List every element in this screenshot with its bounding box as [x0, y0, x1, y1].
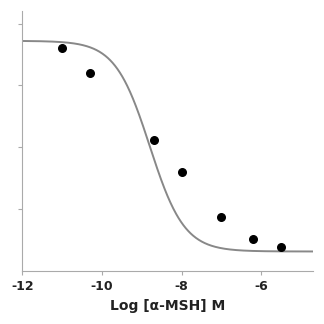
Point — [219, 214, 224, 219]
X-axis label: Log [α-MSH] M: Log [α-MSH] M — [110, 299, 225, 313]
Point — [60, 46, 65, 51]
Point — [278, 244, 284, 249]
Point — [179, 169, 184, 175]
Point — [87, 71, 93, 76]
Point — [250, 237, 256, 242]
Point — [151, 137, 156, 143]
